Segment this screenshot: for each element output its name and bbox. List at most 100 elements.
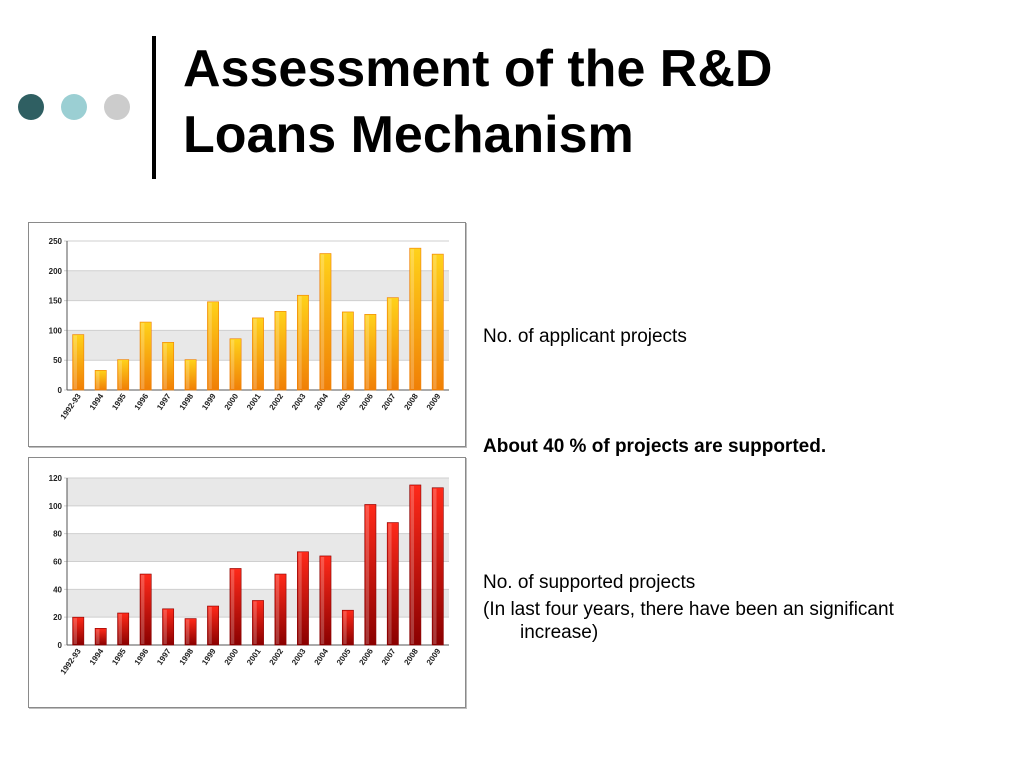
bar-highlight	[365, 505, 370, 644]
y-tick-label: 50	[53, 356, 62, 365]
decorative-dots	[18, 94, 138, 122]
bar	[364, 504, 377, 646]
bar	[297, 551, 309, 646]
x-category-label: 2002	[268, 392, 286, 412]
bar	[117, 359, 130, 391]
x-category-label: 2004	[312, 647, 330, 667]
x-category-label: 1997	[155, 392, 173, 412]
x-category-label: 2009	[425, 647, 443, 667]
bar-highlight	[163, 343, 167, 389]
bar	[409, 247, 422, 391]
bar-highlight	[230, 339, 235, 389]
bar	[274, 573, 287, 646]
x-category-label: 1998	[178, 647, 196, 667]
x-category-label: 2005	[335, 647, 353, 667]
bar-highlight	[410, 249, 415, 389]
bar	[72, 334, 85, 391]
y-tick-label: 150	[49, 297, 63, 306]
bar	[431, 487, 444, 646]
bar-highlight	[253, 601, 257, 644]
bar-highlight	[141, 323, 145, 389]
bar	[341, 609, 354, 646]
bar	[409, 484, 422, 646]
bar-highlight	[208, 607, 212, 644]
bar	[319, 253, 332, 391]
supported-projects-comment: (In last four years, there have been an …	[483, 599, 894, 643]
y-tick-label: 100	[49, 326, 63, 335]
bar	[139, 573, 152, 646]
x-category-label: 2000	[223, 647, 241, 667]
y-tick-label: 0	[58, 641, 63, 650]
bar-highlight	[388, 298, 392, 389]
x-category-label: 1996	[133, 392, 151, 412]
supported-projects-chart: 0 20 40 60 80 100 120 1992-93 1994 1995 1996 1997 19…	[28, 457, 466, 708]
title-divider	[152, 36, 156, 179]
x-category-label: 2007	[380, 647, 398, 667]
bar	[229, 338, 242, 391]
x-category-label: 1999	[200, 647, 218, 667]
bar	[162, 608, 175, 646]
bar-highlight	[275, 312, 280, 389]
bar-highlight	[343, 312, 347, 389]
bar-highlight	[73, 335, 77, 389]
x-category-label: 1997	[155, 647, 173, 667]
bar-highlight	[208, 302, 212, 389]
bar-highlight	[298, 552, 302, 644]
applicant-projects-chart-svg: 0 50 100 150 200 250 1992-93 1994 1995 1996 1997 19…	[49, 237, 449, 421]
applicant-projects-chart: 0 50 100 150 200 250 1992-93 1994 1995 1996 1997 19…	[28, 222, 466, 447]
bar	[139, 321, 152, 391]
bar	[386, 522, 399, 646]
bar	[386, 297, 399, 391]
bar-highlight	[433, 488, 437, 644]
dot-dark-icon	[18, 94, 44, 120]
x-category-label: 2004	[312, 392, 330, 412]
bar-highlight	[185, 360, 190, 389]
bar	[364, 314, 377, 391]
bar-highlight	[141, 575, 145, 644]
x-category-label: 2006	[357, 392, 375, 412]
bar-highlight	[320, 556, 325, 644]
bar	[184, 618, 197, 646]
x-category-label: 2008	[402, 392, 420, 412]
supported-projects-label: No. of supported projects	[483, 572, 696, 593]
bar	[94, 628, 107, 646]
x-category-label: 2003	[290, 647, 308, 667]
y-tick-label: 80	[53, 530, 62, 539]
grid-band	[67, 533, 449, 562]
x-category-label: 2003	[290, 392, 308, 412]
y-tick-label: 200	[49, 267, 63, 276]
bar-highlight	[410, 485, 415, 644]
y-tick-label: 40	[53, 585, 62, 594]
supported-ratio-text: About 40 % of projects are supported.	[483, 436, 827, 457]
grid-band	[67, 478, 449, 506]
grid-band	[67, 270, 449, 301]
bar-highlight	[185, 619, 190, 644]
dot-grey-icon	[104, 94, 130, 120]
bar	[207, 605, 219, 646]
y-tick-label: 60	[53, 558, 62, 567]
bar-highlight	[73, 618, 77, 644]
x-category-label: 1999	[200, 392, 218, 412]
bar-highlight	[298, 296, 302, 389]
bar	[297, 294, 309, 391]
supported-projects-chart-svg: 0 20 40 60 80 100 120 1992-93 1994 1995 1996 1997 19…	[49, 474, 449, 677]
y-tick-label: 120	[49, 474, 63, 483]
y-tick-label: 20	[53, 613, 62, 622]
x-category-label: 2009	[425, 392, 443, 412]
y-tick-label: 100	[49, 502, 63, 511]
x-category-label: 1995	[110, 647, 128, 667]
x-category-label: 1995	[110, 392, 128, 412]
bar-highlight	[433, 255, 437, 389]
bar-highlight	[388, 523, 392, 644]
bar-highlight	[253, 318, 257, 389]
x-category-label: 1992-93	[59, 647, 84, 677]
bar	[162, 342, 175, 391]
y-tick-label: 250	[49, 237, 63, 246]
bar-highlight	[275, 575, 280, 644]
bar	[207, 301, 219, 391]
title-line-1: Assessment of the R&D	[183, 40, 773, 98]
bar	[72, 616, 85, 646]
bar-highlight	[118, 360, 122, 389]
bar	[252, 317, 264, 391]
title-line-2: Loans Mechanism	[183, 106, 634, 164]
